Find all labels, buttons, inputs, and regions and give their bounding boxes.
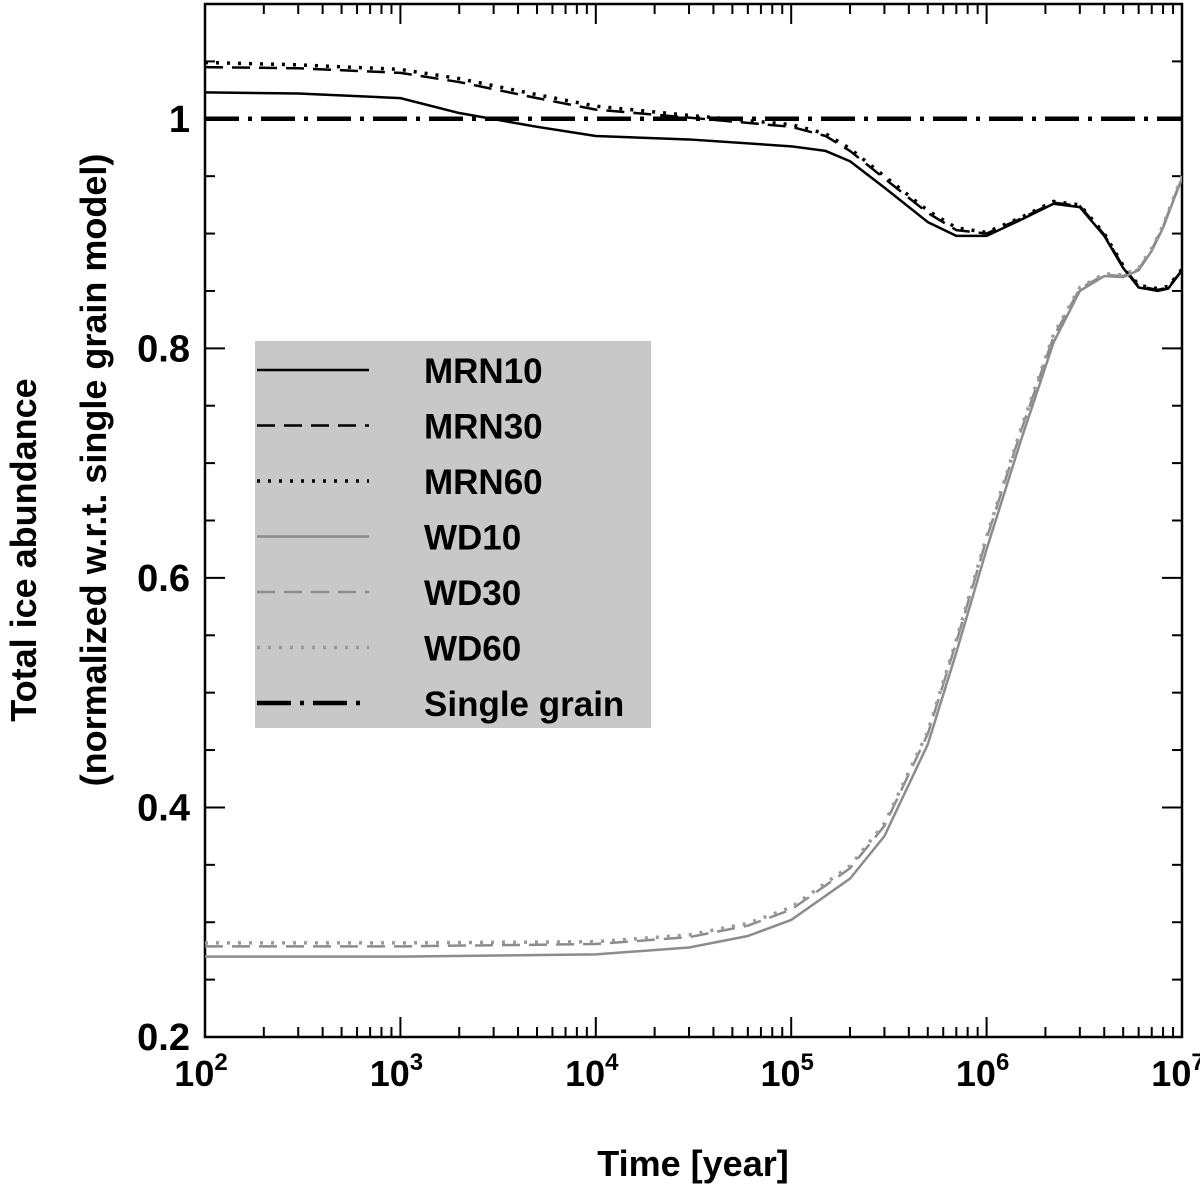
y-tick-labels: 0.2 0.4 0.6 0.8 1 (137, 99, 190, 1059)
legend-label: WD30 (424, 574, 521, 613)
x-tick-label: 103 (370, 1049, 423, 1094)
legend-background (255, 341, 651, 728)
legend-label: MRN10 (424, 352, 543, 391)
legend: MRN10 MRN30 MRN60 WD10 WD30 WD60 Single grain (255, 341, 651, 728)
series-line-mrn10 (205, 91, 1182, 293)
x-tick-label: 105 (760, 1049, 813, 1094)
legend-label: MRN60 (424, 463, 543, 502)
legend-label: MRN30 (424, 408, 543, 447)
y-tick-label: 0.4 (137, 787, 190, 829)
x-tick-label: 102 (174, 1049, 227, 1094)
x-axis-label: Time [year] (597, 1143, 788, 1184)
x-tick-label: 104 (565, 1049, 619, 1094)
axis-ticks (204, 3, 1182, 1038)
x-tick-label: 106 (956, 1049, 1009, 1094)
y-tick-label: 1 (169, 99, 190, 141)
y-tick-label: 0.8 (137, 328, 190, 370)
legend-label: Single grain (424, 685, 624, 724)
y-axis-label-line2: (normalized w.r.t. single grain model) (73, 154, 114, 787)
y-tick-label: 0.6 (137, 558, 190, 600)
series-line-wd60 (205, 172, 1182, 945)
y-axis-label-line1: Total ice abundance (3, 378, 44, 721)
legend-label: WD60 (424, 630, 521, 669)
y-tick-label: 0.2 (137, 1017, 190, 1059)
series-layer (205, 60, 1182, 958)
x-tick-labels: 102 103 104 105 106 107 (174, 1049, 1200, 1094)
x-tick-label: 107 (1151, 1049, 1200, 1094)
series-line-mrn30 (205, 65, 1182, 292)
series-line-mrn60 (205, 60, 1182, 291)
legend-label: WD10 (424, 519, 521, 558)
